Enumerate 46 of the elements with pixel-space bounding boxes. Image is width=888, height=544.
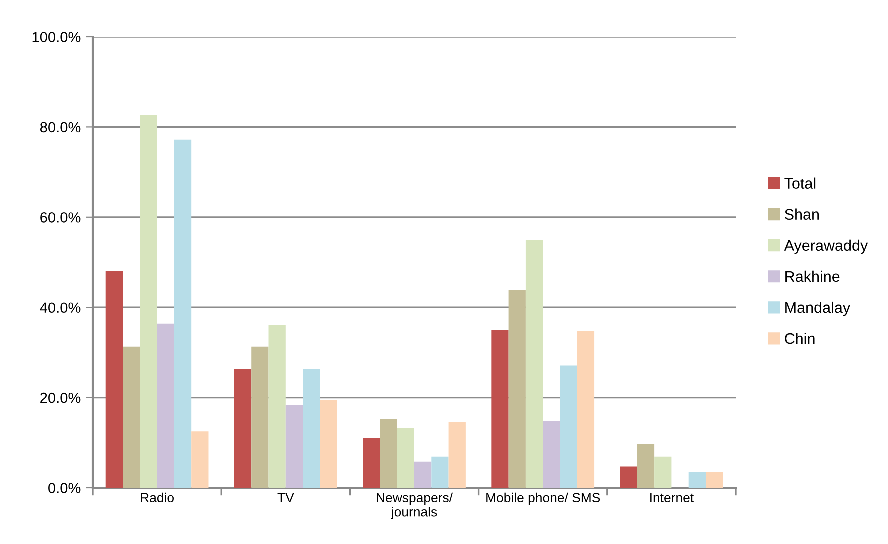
bar bbox=[508, 290, 526, 488]
bar bbox=[560, 366, 578, 488]
bar bbox=[543, 421, 560, 488]
bar bbox=[286, 405, 304, 488]
bar bbox=[234, 369, 252, 488]
legend-label: Rakhine bbox=[786, 270, 840, 282]
bar bbox=[577, 332, 595, 488]
bar bbox=[303, 369, 320, 488]
bar bbox=[174, 140, 192, 488]
bar bbox=[654, 456, 672, 488]
y-tick-label: 20.0% bbox=[40, 392, 81, 404]
legend-label: Shan bbox=[785, 208, 820, 220]
legend-label: Ayerawaddy bbox=[784, 240, 868, 254]
bar bbox=[320, 400, 338, 488]
legend-label: Mandalay bbox=[786, 302, 851, 316]
bar bbox=[106, 272, 124, 488]
y-tick-label: 40.0% bbox=[40, 302, 81, 314]
bar bbox=[268, 325, 286, 488]
bar bbox=[380, 418, 398, 488]
legend-label: Total bbox=[784, 178, 816, 189]
y-tick-label: 80.0% bbox=[40, 122, 81, 133]
y-tick-label: 0.0% bbox=[48, 483, 81, 494]
bar bbox=[192, 432, 209, 488]
bar bbox=[706, 472, 724, 488]
x-tick-label: TV bbox=[278, 493, 294, 502]
x-tick-label: Internet bbox=[650, 493, 694, 503]
x-tick-label: Radio bbox=[141, 492, 174, 503]
bar bbox=[252, 346, 269, 488]
bar bbox=[414, 462, 432, 488]
bar bbox=[637, 444, 655, 488]
bar bbox=[157, 324, 174, 488]
y-tick-label: 100.0% bbox=[32, 32, 81, 42]
bar bbox=[688, 472, 706, 488]
x-tick-label: Newspapers/ journals bbox=[377, 492, 454, 520]
bar bbox=[123, 346, 140, 488]
bar bbox=[140, 115, 158, 488]
bar bbox=[526, 240, 544, 488]
y-tick-label: 60.0% bbox=[40, 212, 81, 223]
bar bbox=[363, 438, 380, 488]
bar bbox=[492, 330, 509, 488]
bar bbox=[620, 466, 638, 488]
bar bbox=[397, 428, 414, 488]
bar bbox=[432, 456, 449, 488]
bar bbox=[448, 422, 466, 488]
x-tick-label: Mobile phone/ SMS bbox=[486, 492, 600, 506]
legend-label: Chin bbox=[785, 332, 815, 344]
